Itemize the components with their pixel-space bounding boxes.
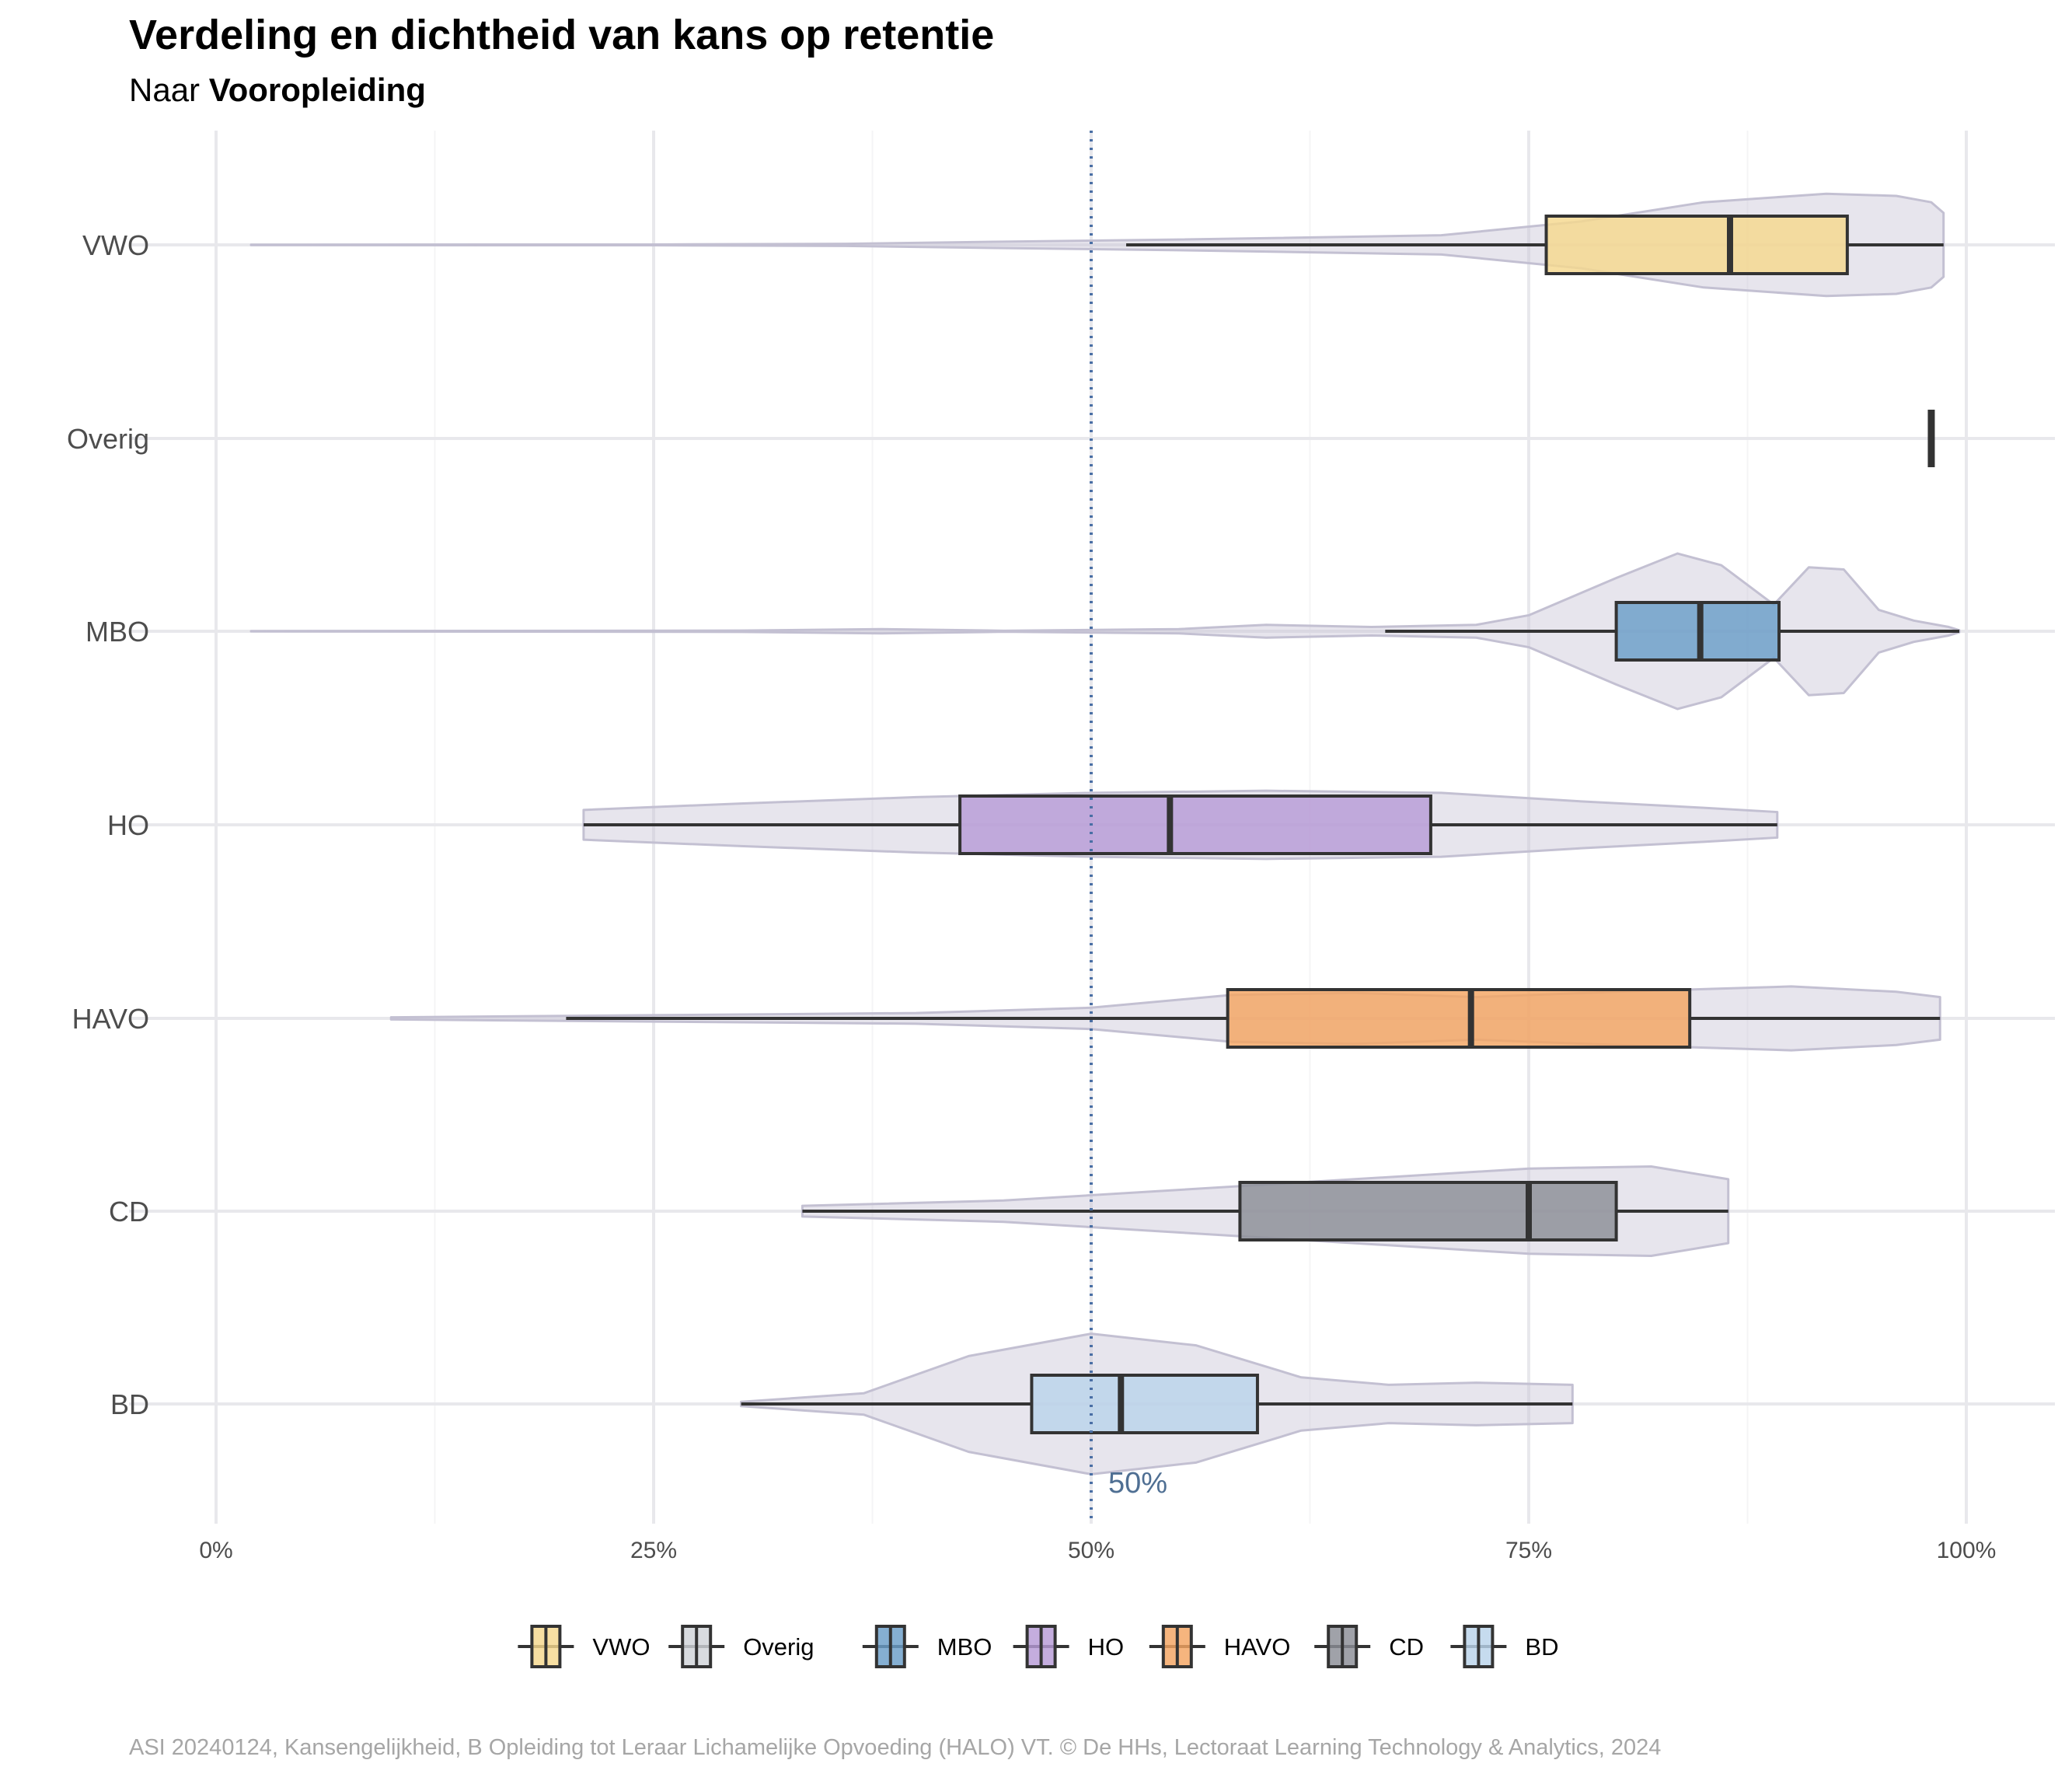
subtitle-prefix: Naar [129,72,209,108]
legend-label: CD [1389,1633,1424,1661]
legend-item-mbo: MBO [862,1625,992,1668]
chart-caption: ASI 20240124, Kansengelijkheid, B Opleid… [129,1735,1662,1760]
x-tick-label: 100% [1937,1538,1997,1563]
y-tick-label: MBO [85,616,149,648]
legend-item-ho: HO [1013,1625,1125,1668]
legend-label: VWO [592,1633,650,1661]
violin-vwo [249,192,1945,298]
boxplot-ho [583,794,1777,855]
chart-title: Verdeling en dichtheid van kans op reten… [129,12,995,58]
legend-label: BD [1525,1633,1558,1661]
x-tick-label: 25% [630,1538,677,1563]
legend-item-overig: Overig [668,1625,814,1668]
boxplot-vwo [1126,215,1944,275]
box-iqr [1030,1374,1259,1434]
x-tick-label: 50% [1068,1538,1114,1563]
y-tick-label: HAVO [72,1003,149,1035]
x-tick-label: 75% [1505,1538,1552,1563]
legend-item-vwo: VWO [518,1625,650,1668]
box-iqr [1544,215,1849,275]
legend-label: HAVO [1224,1633,1291,1661]
y-tick-label: HO [107,809,149,841]
y-tick-label: Overig [67,423,149,455]
y-tick-label: CD [109,1196,149,1227]
legend-label: Overig [743,1633,814,1661]
legend-label: HO [1088,1633,1125,1661]
legend-item-bd: BD [1450,1625,1558,1668]
box-iqr [1238,1181,1618,1241]
y-tick-label: BD [110,1388,149,1420]
boxplot-cd [802,1181,1728,1241]
subtitle-variable: Vooropleiding [208,72,426,108]
legend-label: MBO [937,1633,992,1661]
box-iqr [1226,988,1692,1049]
boxplot-bd [741,1374,1573,1434]
reference-line-label: 50% [1108,1467,1167,1500]
x-tick-label: 0% [199,1538,232,1563]
legend-item-cd: CD [1314,1625,1424,1668]
chart-subtitle: Naar Vooropleiding [129,72,426,109]
box-iqr [958,794,1432,855]
boxplot-mbo [1385,601,1959,662]
y-tick-label: VWO [82,229,149,261]
legend-item-havo: HAVO [1149,1625,1291,1668]
boxplot-havo [566,988,1941,1049]
